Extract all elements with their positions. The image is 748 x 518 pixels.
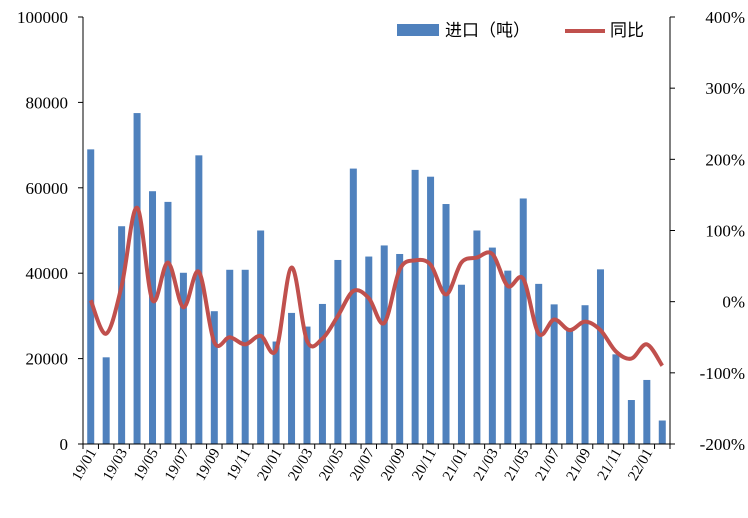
bar-21/05 <box>519 198 527 444</box>
bar-21/12 <box>627 400 635 444</box>
y-right-tick-label: 200% <box>705 150 745 169</box>
bar-21/01 <box>457 284 465 444</box>
x-tick-label: 21/09 <box>564 446 595 484</box>
x-tick-label: 19/09 <box>193 446 224 484</box>
y-right-tick-label: 100% <box>705 222 745 241</box>
x-tick-label: 19/03 <box>100 446 131 484</box>
line-series <box>88 205 664 367</box>
legend-label-bar: 进口（吨） <box>445 21 530 41</box>
bar-21/11 <box>612 354 620 444</box>
x-tick-label: 20/05 <box>316 446 347 484</box>
x-tick-label: 22/01 <box>625 446 656 484</box>
x-tick-label: 21/03 <box>471 446 502 484</box>
bar-19/01 <box>87 149 95 444</box>
bar-19/08 <box>195 155 203 444</box>
bar-20/08 <box>380 245 388 444</box>
bar-20/05 <box>334 259 342 444</box>
bar-19/10 <box>226 269 234 444</box>
bar-20/10 <box>411 169 419 444</box>
x-tick-label: 19/01 <box>69 446 100 484</box>
bar-22/02 <box>658 420 666 444</box>
bar-21/03 <box>488 247 496 444</box>
bar-22/01 <box>643 379 651 444</box>
x-tick-label: 19/11 <box>224 446 255 483</box>
bar-19/06 <box>164 201 172 444</box>
x-tick-label: 21/05 <box>502 446 533 484</box>
bar-20/04 <box>318 303 326 444</box>
bar-20/02 <box>288 312 296 444</box>
x-tick-label: 19/07 <box>162 446 193 484</box>
y-left-tick-label: 60000 <box>26 179 69 198</box>
bar-19/07 <box>179 272 187 444</box>
x-tick-label: 20/11 <box>409 446 440 483</box>
x-tick-label: 20/09 <box>378 446 409 484</box>
y-right-tick-label: -200% <box>700 435 745 454</box>
y-left-tick-label: 80000 <box>26 93 69 112</box>
x-tick-label: 21/07 <box>533 446 564 484</box>
bar-21/08 <box>566 329 574 444</box>
bar-19/09 <box>210 311 218 444</box>
bar-21/10 <box>596 269 604 444</box>
x-tick-label: 21/11 <box>595 446 626 483</box>
y-right-tick-label: 300% <box>705 79 745 98</box>
bar-20/03 <box>303 326 311 444</box>
x-tick-label: 20/07 <box>347 446 378 484</box>
bar-20/01 <box>272 341 280 444</box>
x-tick-label: 19/05 <box>131 446 162 484</box>
y-left-tick-label: 0 <box>60 435 69 454</box>
yoy-line <box>88 205 664 367</box>
legend-swatch-bar <box>397 24 439 36</box>
bar-19/04 <box>133 113 141 444</box>
y-left-tick-label: 100000 <box>17 8 68 27</box>
y-right-tick-label: -100% <box>700 364 745 383</box>
bar-20/09 <box>396 253 404 444</box>
x-tick-label: 20/03 <box>286 446 317 484</box>
legend-label-line: 同比 <box>610 21 644 41</box>
x-tick-label: 21/01 <box>440 446 471 484</box>
bar-19/11 <box>241 269 249 444</box>
x-tick-label: 20/01 <box>255 446 286 484</box>
bar-19/03 <box>118 226 126 444</box>
y-right-tick-label: 0% <box>722 293 745 312</box>
y-right-tick-label: 400% <box>705 8 745 27</box>
bar-21/04 <box>504 270 512 444</box>
bar-20/11 <box>427 176 435 444</box>
bar-21/02 <box>473 230 481 444</box>
bar-21/06 <box>535 283 543 444</box>
bar-21/07 <box>550 304 558 444</box>
y-left-tick-label: 20000 <box>26 350 69 369</box>
bar-21/09 <box>581 305 589 444</box>
bar-20/07 <box>365 256 373 444</box>
bar-19/05 <box>149 191 157 444</box>
bar-19/02 <box>102 357 110 444</box>
legend: 进口（吨） 同比 <box>397 21 644 41</box>
bar-20/12 <box>442 204 450 444</box>
bar-20/06 <box>349 168 357 444</box>
bar-series <box>87 113 666 444</box>
y-left-tick-label: 40000 <box>26 264 69 283</box>
